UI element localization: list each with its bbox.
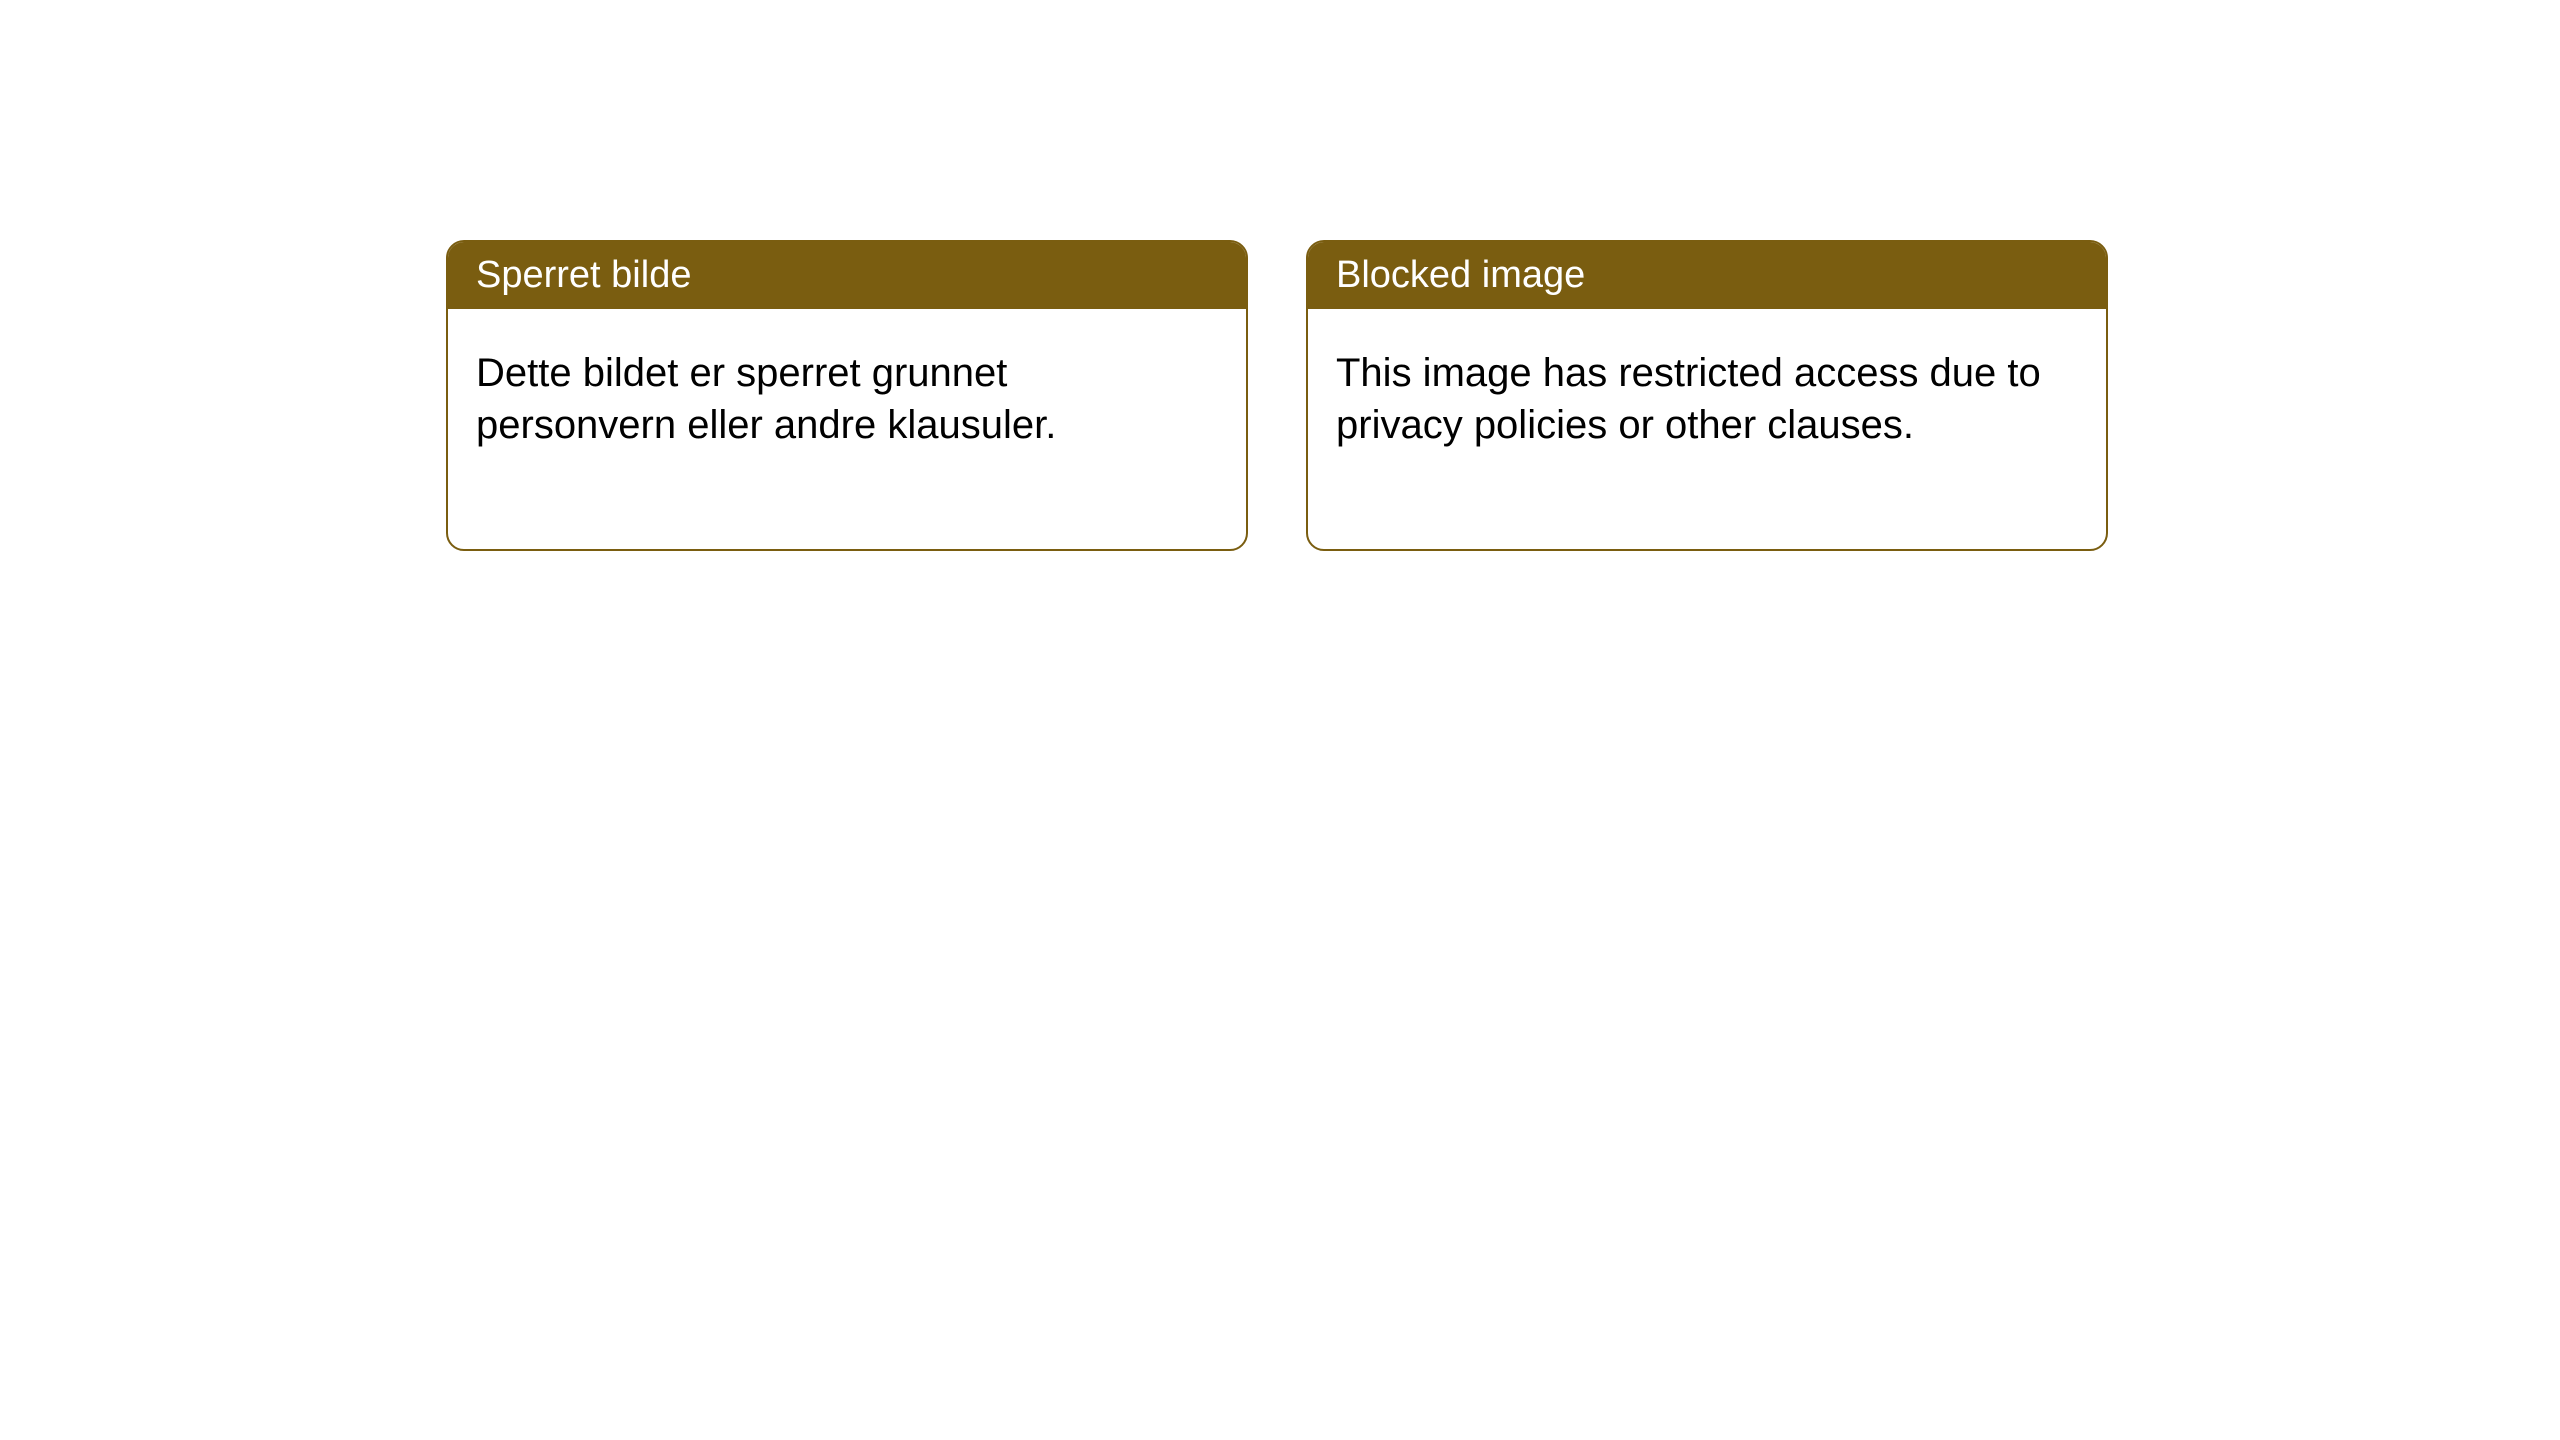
notice-card-english: Blocked image This image has restricted … — [1306, 240, 2108, 551]
notice-cards-container: Sperret bilde Dette bildet er sperret gr… — [446, 240, 2108, 551]
card-title: Blocked image — [1336, 254, 1585, 296]
card-body-text: Dette bildet er sperret grunnet personve… — [476, 351, 1056, 447]
notice-card-norwegian: Sperret bilde Dette bildet er sperret gr… — [446, 240, 1248, 551]
card-header: Blocked image — [1308, 242, 2106, 309]
card-body: This image has restricted access due to … — [1308, 309, 2106, 549]
card-body: Dette bildet er sperret grunnet personve… — [448, 309, 1246, 549]
card-title: Sperret bilde — [476, 254, 691, 296]
card-header: Sperret bilde — [448, 242, 1246, 309]
card-body-text: This image has restricted access due to … — [1336, 351, 2041, 447]
